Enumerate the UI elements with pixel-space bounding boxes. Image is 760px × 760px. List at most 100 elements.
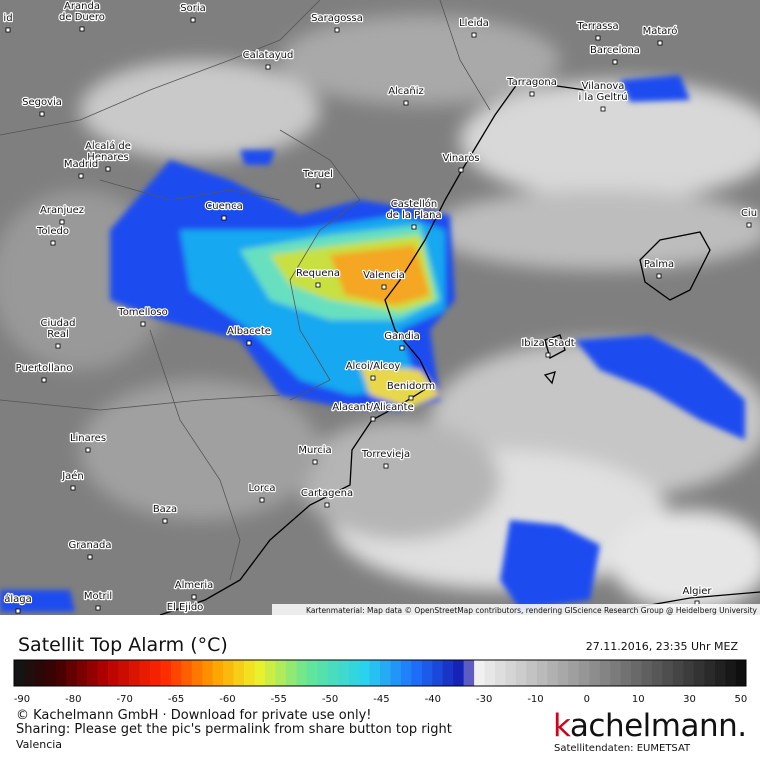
logo: kachelmann.: [553, 708, 747, 744]
city-marker: [383, 463, 389, 469]
scale-swatch: [55, 660, 67, 686]
scale-swatch: [223, 660, 234, 686]
city-label: álaga: [4, 593, 32, 605]
scale-swatch: [285, 660, 297, 686]
city-label: Alacant/Alicante: [332, 402, 413, 413]
city-marker: [315, 183, 321, 189]
scale-swatch: [87, 660, 98, 686]
scale-swatch: [735, 660, 747, 686]
city-marker: [458, 167, 464, 173]
city-marker: [529, 91, 535, 97]
city-label: Ciudad: [41, 318, 76, 329]
scale-swatch: [191, 660, 203, 686]
city-marker: [408, 395, 414, 401]
scale-label: -70: [117, 694, 133, 705]
city-label: Requena: [296, 268, 340, 279]
city-label: Cuenca: [205, 201, 242, 212]
city-label: Madrid: [64, 159, 98, 170]
scale-label: 10: [632, 694, 645, 705]
scale-swatch: [683, 660, 695, 686]
data-source: Satellitendaten: EUMETSAT: [554, 743, 691, 754]
city-label: Lorca: [248, 483, 275, 494]
city-marker: [259, 497, 265, 503]
city-label: i la Geltrú: [578, 91, 627, 103]
city-marker: [324, 502, 330, 508]
city-label: Alcañiz: [388, 86, 424, 97]
city-label: Ibiza Stadt: [521, 338, 574, 349]
city-label: Valencia: [363, 270, 405, 281]
city-label: Puertollano: [16, 363, 73, 374]
scale-swatch: [557, 660, 569, 686]
scale-swatch: [97, 660, 109, 686]
city-marker: [656, 273, 662, 279]
scale-swatch: [641, 660, 653, 686]
scale-swatch: [380, 660, 391, 686]
scale-swatch: [432, 660, 444, 686]
city-marker: [95, 605, 101, 611]
scale-swatch: [578, 660, 590, 686]
scale-swatch: [599, 660, 611, 686]
city-label: Jaén: [61, 470, 84, 482]
city-marker: [315, 282, 321, 288]
scale-swatch: [589, 660, 600, 686]
borders: [0, 0, 491, 581]
city-marker: [471, 32, 477, 38]
scale-swatch: [411, 660, 423, 686]
scale-swatch: [421, 660, 433, 686]
scale-swatch: [704, 660, 715, 686]
scale-swatch: [568, 660, 579, 686]
city-marker: [191, 594, 197, 600]
scale-swatch: [327, 660, 339, 686]
scale-swatch: [390, 660, 402, 686]
city-label: Ciu: [741, 208, 757, 219]
scale-swatch: [474, 660, 485, 686]
color-scale: -90 -80 -70 -65 -60 -55 -50 -45 -40 -30 -10 0 10 30 50: [13, 659, 747, 705]
attribution-bg: [272, 604, 760, 615]
scale-label: 0: [584, 694, 590, 705]
scale-swatch: [338, 660, 349, 686]
scale-swatch: [610, 660, 621, 686]
city-marker: [312, 459, 318, 465]
scale-swatch: [149, 660, 161, 686]
city-label: Lleida: [459, 18, 489, 29]
city-marker: [370, 375, 376, 381]
city-marker: [381, 284, 387, 290]
city-marker: [657, 40, 663, 46]
scale-swatch: [651, 660, 663, 686]
scale-label: -30: [476, 694, 492, 705]
city-label: Murcia: [298, 445, 331, 456]
city-label: Toledo: [36, 226, 69, 237]
scale-label: -10: [527, 694, 543, 705]
scale-swatch: [66, 660, 78, 686]
city-marker: [79, 26, 85, 32]
scale-swatch: [672, 660, 684, 686]
scale-swatch: [264, 660, 276, 686]
scale-swatch: [160, 660, 172, 686]
city-label: Motril: [84, 591, 112, 602]
city-label: Palma: [644, 259, 674, 270]
city-label: Soria: [180, 3, 205, 14]
scale-swatch: [129, 660, 140, 686]
city-marker: [221, 215, 227, 221]
scale-swatch: [400, 660, 412, 686]
scale-swatch: [34, 660, 46, 686]
scale-label: -90: [14, 694, 30, 705]
scale-swatch: [369, 660, 381, 686]
city-label: Tomelloso: [117, 307, 167, 318]
city-marker: [78, 173, 84, 179]
scale-swatch: [453, 660, 464, 686]
scale-swatch: [244, 660, 255, 686]
city-label: Alcoi/Alcoy: [346, 361, 401, 372]
scale-swatch: [254, 660, 266, 686]
city-label: Terrassa: [576, 21, 618, 32]
city-marker: [265, 64, 271, 70]
scale-swatch: [118, 660, 130, 686]
scale-swatch: [359, 660, 370, 686]
city-label: Torrevieja: [361, 449, 410, 460]
city-label: Castellón: [391, 198, 437, 210]
precipitation-cells: [0, 75, 745, 612]
scale-label: -80: [65, 694, 81, 705]
city-label: de la Plana: [386, 210, 441, 221]
copyright: © Kachelmann GmbH · Download for private…: [16, 708, 372, 723]
